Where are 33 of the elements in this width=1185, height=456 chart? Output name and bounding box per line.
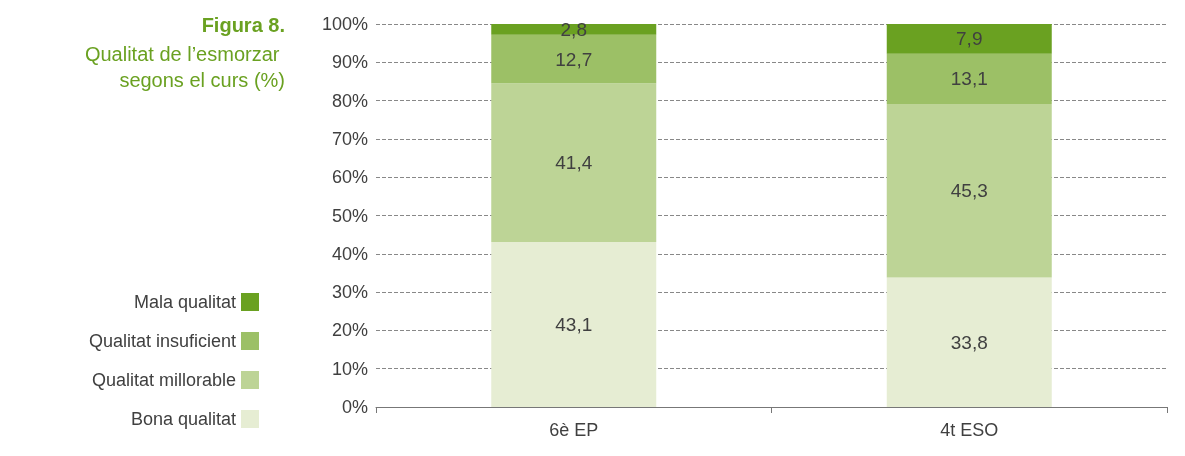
data-label: 45,3 xyxy=(950,180,988,202)
x-tick-label: 4t ESO xyxy=(940,420,999,440)
y-tick-label: 0% xyxy=(341,397,368,417)
y-tick-label: 50% xyxy=(331,205,368,226)
bar xyxy=(491,241,657,407)
bar xyxy=(491,83,657,242)
y-tick-label: 40% xyxy=(331,243,368,264)
y-tick-label: 60% xyxy=(331,167,368,188)
chart-title: Figura 8. xyxy=(201,14,285,36)
legend-label: Qualitat millorable xyxy=(91,370,236,390)
data-label: 33,8 xyxy=(950,331,988,353)
y-tick-label: 20% xyxy=(331,320,368,341)
legend-label: Bona qualitat xyxy=(130,409,236,429)
y-tick-label: 10% xyxy=(331,358,368,379)
y-tick-label: 30% xyxy=(331,282,368,303)
data-label: 7,9 xyxy=(956,28,983,50)
legend-label: Mala qualitat xyxy=(133,292,236,312)
bar xyxy=(886,53,1052,105)
bar xyxy=(886,277,1052,407)
text: Qualitat de l’esmorzar segons el curs (%) xyxy=(84,43,285,91)
data-label: 13,1 xyxy=(950,68,988,90)
data-label: 41,4 xyxy=(555,152,593,174)
data-label: 2,8 xyxy=(560,18,587,40)
bar xyxy=(886,24,1052,54)
data-label: 12,7 xyxy=(555,48,593,70)
y-tick-label: 70% xyxy=(331,128,368,149)
bar xyxy=(886,104,1052,278)
y-tick-label: 80% xyxy=(331,90,368,111)
x-tick-label: 6è EP xyxy=(549,420,599,440)
legend-label: Qualitat insuficient xyxy=(88,331,236,351)
data-label: 43,1 xyxy=(555,313,593,335)
y-tick-label: 100% xyxy=(321,14,368,34)
y-tick-label: 90% xyxy=(331,52,368,73)
